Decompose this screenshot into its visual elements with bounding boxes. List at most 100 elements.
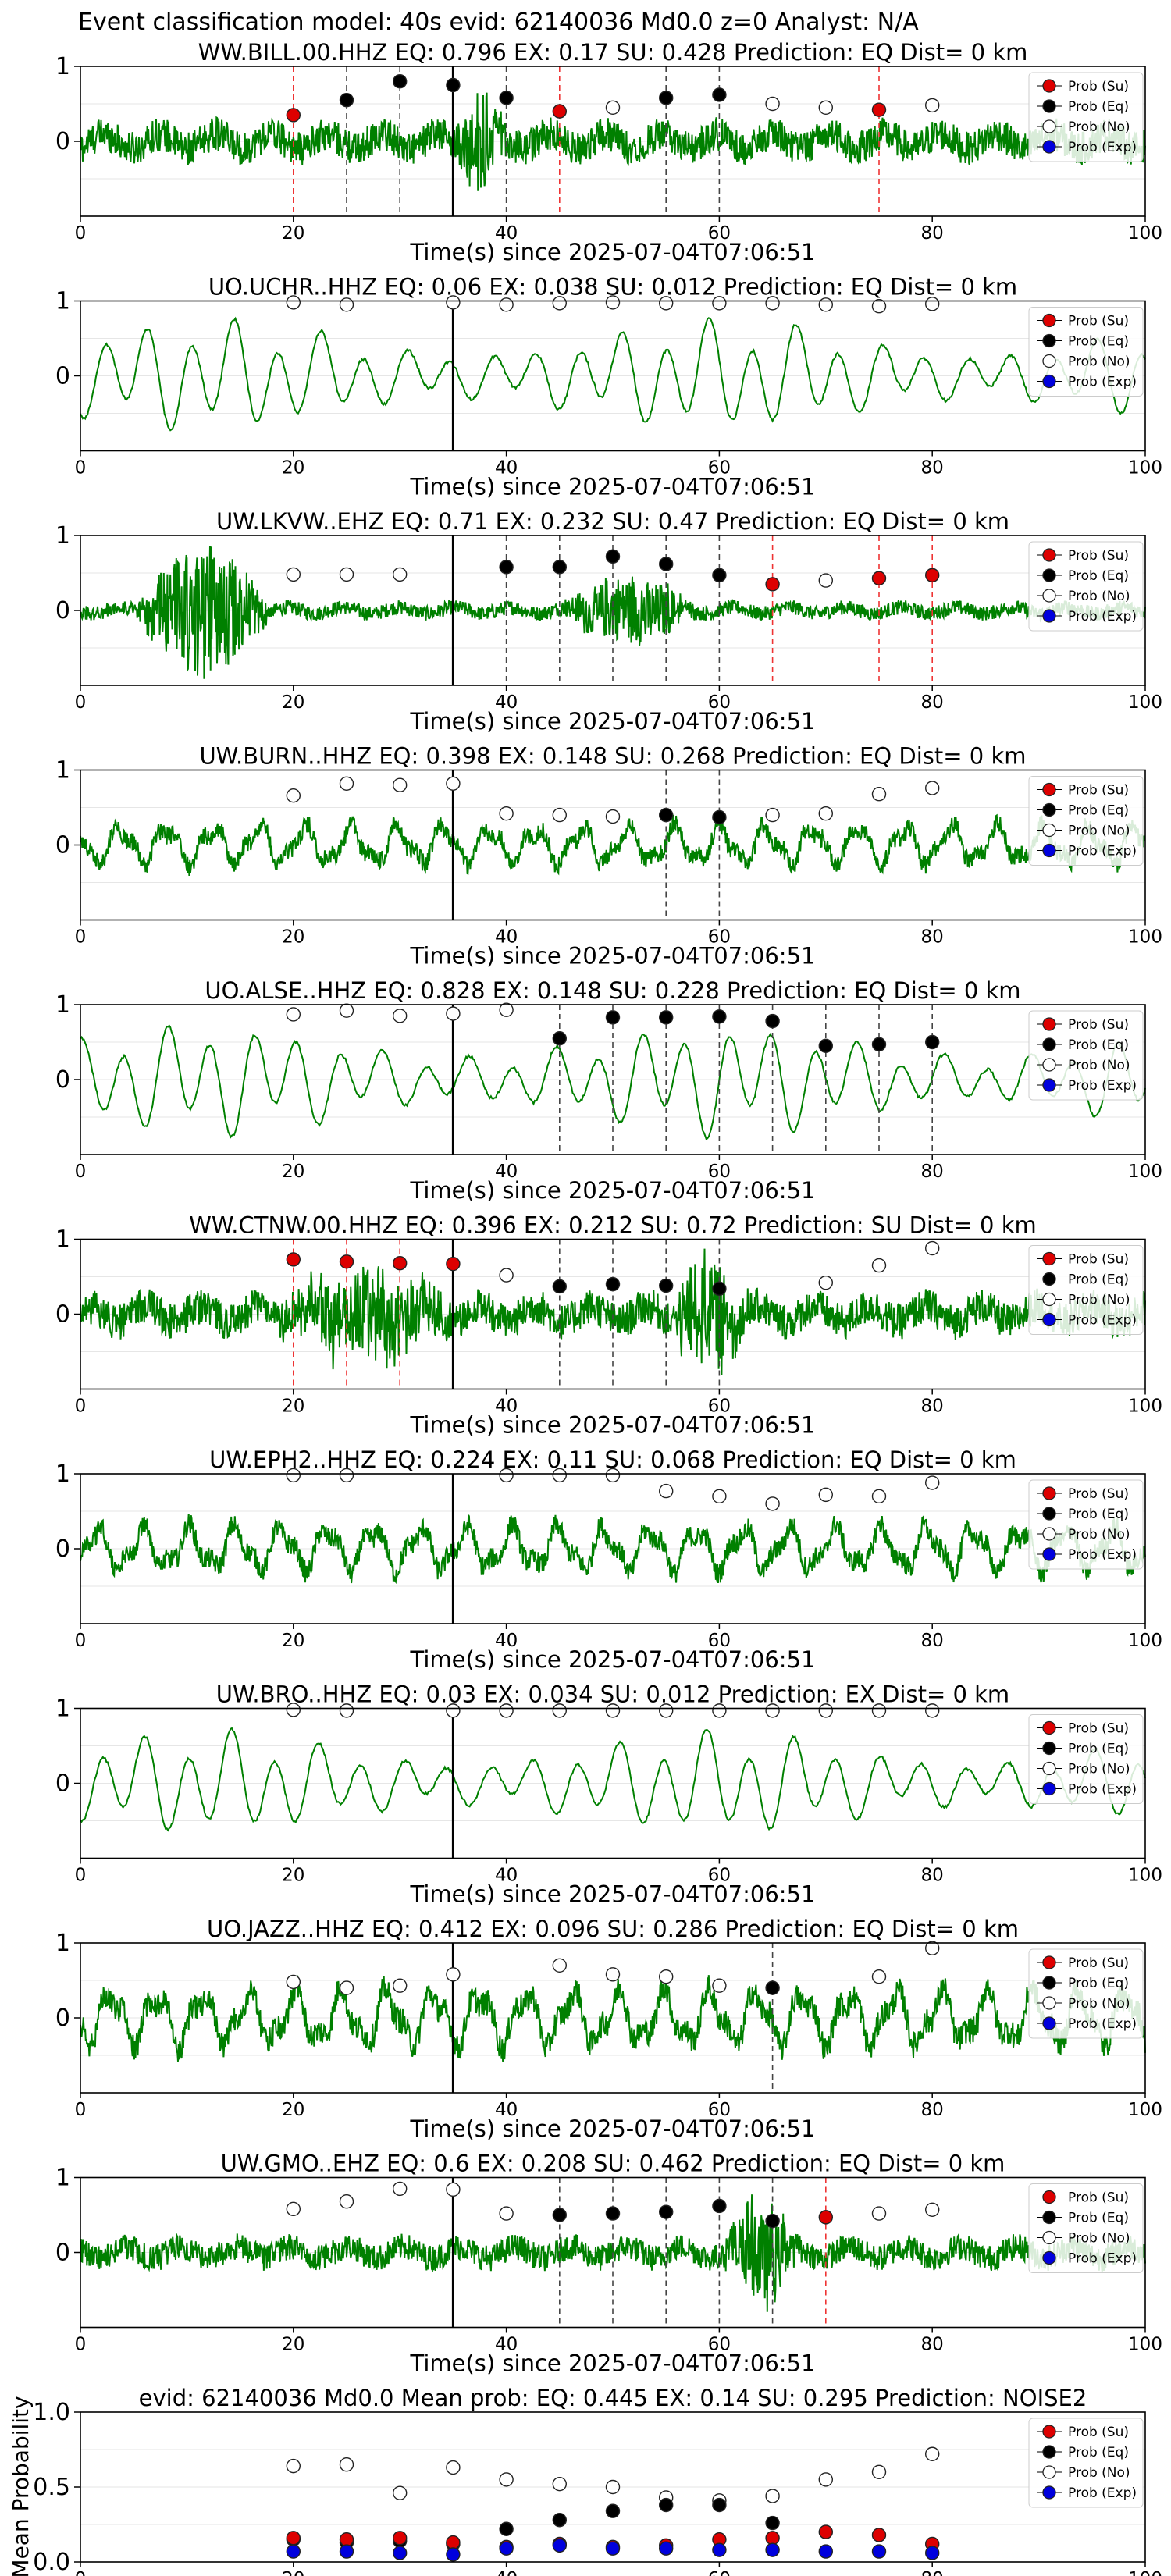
prob-point-eq [818, 1038, 834, 1054]
prob-point-no [286, 788, 301, 803]
legend-label: Prob (Eq) [1068, 1507, 1129, 1522]
prob-point-eq [871, 1037, 887, 1052]
mean-point-su [765, 2531, 780, 2546]
legend-label: Prob (No) [1068, 1762, 1130, 1777]
prob-point-eq [605, 1010, 621, 1025]
legend-label: Prob (Eq) [1068, 568, 1129, 584]
prob-point-no [712, 296, 727, 311]
x-tick-label: 40 [495, 1162, 518, 1182]
mean-point-su [393, 2531, 408, 2546]
legend-marker-eq [1042, 1272, 1056, 1286]
legend-label: Prob (Eq) [1068, 2211, 1129, 2226]
prob-point-su [339, 1254, 354, 1269]
legend-label: Prob (Exp) [1068, 1782, 1137, 1798]
panel-2: UW.LKVW..EHZ EQ: 0.71 EX: 0.232 SU: 0.47… [55, 508, 1162, 735]
prob-point-eq [605, 549, 621, 564]
legend-marker-no [1042, 589, 1056, 603]
legend-label: Prob (Su) [1068, 2190, 1129, 2206]
mean-point-no [605, 2479, 621, 2495]
panel-title: WW.CTNW.00.HHZ EQ: 0.396 EX: 0.212 SU: 0… [189, 1212, 1037, 1239]
x-tick-label: 0 [75, 2335, 87, 2355]
panel-title: WW.BILL.00.HHZ EQ: 0.796 EX: 0.17 SU: 0.… [198, 39, 1028, 66]
legend-label: Prob (Su) [1068, 314, 1129, 329]
x-axis-label: Time(s) since 2025-07-04T07:06:51 [410, 2115, 816, 2142]
legend-label: Prob (Eq) [1068, 803, 1129, 819]
prob-point-su [871, 102, 887, 117]
prob-point-no [552, 1703, 567, 1718]
prob-point-su [765, 577, 780, 592]
prob-point-no [818, 297, 834, 312]
x-tick-label: 40 [495, 2335, 518, 2355]
legend-label: Prob (No) [1068, 1527, 1130, 1542]
y-tick-label: 0 [55, 363, 70, 390]
prob-point-eq [605, 1276, 621, 1292]
y-tick-label: 1 [55, 522, 70, 550]
y-tick-label: 1 [55, 53, 70, 80]
prob-point-eq [659, 557, 674, 571]
legend-box [1028, 1479, 1144, 1570]
prob-point-no [446, 1967, 461, 1982]
mean-point-su [871, 2528, 887, 2542]
mean-point-exp [499, 2541, 514, 2556]
prob-point-no [552, 296, 567, 311]
prob-point-no [499, 1268, 514, 1283]
prob-point-su [924, 568, 940, 583]
x-axis-label: Time(s) since 2025-07-04T07:06:51 [410, 708, 816, 735]
mean-point-exp [712, 2542, 727, 2557]
prob-point-no [924, 98, 940, 113]
x-tick-label: 80 [921, 2335, 944, 2355]
prob-point-su [393, 1256, 408, 1271]
prob-point-eq [446, 77, 461, 93]
legend-label: Prob (No) [1068, 824, 1130, 839]
prob-point-no [499, 2206, 514, 2221]
prob-point-eq [552, 560, 567, 575]
mean-point-su [818, 2524, 834, 2539]
legend-label: Prob (Su) [1068, 1486, 1129, 1502]
legend-box [1028, 776, 1144, 866]
x-axis-label: Time(s) since 2025-07-04T07:06:51 [410, 1881, 816, 1908]
legend-label: Prob (Eq) [1068, 2445, 1129, 2460]
x-tick-label: 80 [921, 1866, 944, 1886]
prob-point-no [924, 1475, 940, 1490]
prob-point-no [871, 1703, 887, 1718]
prob-point-no [499, 806, 514, 821]
mean-point-no [446, 2460, 461, 2475]
prob-point-no [818, 1703, 834, 1718]
prob-point-eq [712, 2198, 727, 2214]
x-tick-label: 60 [708, 2335, 731, 2355]
mean-point-no [499, 2472, 514, 2487]
mean-point-exp [605, 2541, 621, 2556]
prob-point-no [765, 1703, 780, 1718]
waveform-trace [80, 1024, 1146, 1140]
legend-marker-su [1042, 1017, 1056, 1031]
mean-point-exp [286, 2544, 301, 2559]
mean-point-eq [712, 2497, 727, 2513]
prob-point-no [286, 1468, 301, 1483]
prob-point-no [552, 807, 567, 823]
waveform-trace [80, 1514, 1146, 1585]
x-tick-label: 80 [921, 458, 944, 479]
legend-box [1028, 541, 1144, 632]
x-tick-label: 0 [75, 1631, 87, 1651]
legend-marker-exp [1042, 2250, 1056, 2265]
legend-marker-no [1042, 1058, 1056, 1072]
x-tick-label: 20 [282, 1866, 304, 1886]
panel-0: WW.BILL.00.HHZ EQ: 0.796 EX: 0.17 SU: 0.… [55, 39, 1162, 265]
prob-point-no [446, 295, 461, 310]
x-tick-label: 0 [75, 223, 87, 244]
prob-point-no [286, 1703, 301, 1717]
panel-title: UW.BURN..HHZ EQ: 0.398 EX: 0.148 SU: 0.2… [199, 743, 1026, 770]
prob-point-no [339, 1980, 354, 1995]
x-tick-label: 20 [282, 2335, 304, 2355]
prob-point-su [446, 1256, 461, 1272]
mean-point-exp [818, 2544, 834, 2559]
mean-point-no [924, 2446, 940, 2461]
y-tick-label: 1 [55, 991, 70, 1019]
y-axis-label: Mean Probability [8, 2396, 34, 2576]
y-tick-label: 1 [55, 288, 70, 315]
prob-point-su [818, 2210, 834, 2225]
y-tick-label: 0 [55, 128, 70, 155]
legend-marker-no [1042, 119, 1056, 133]
prob-point-no [924, 297, 940, 311]
legend-box [1028, 307, 1144, 397]
